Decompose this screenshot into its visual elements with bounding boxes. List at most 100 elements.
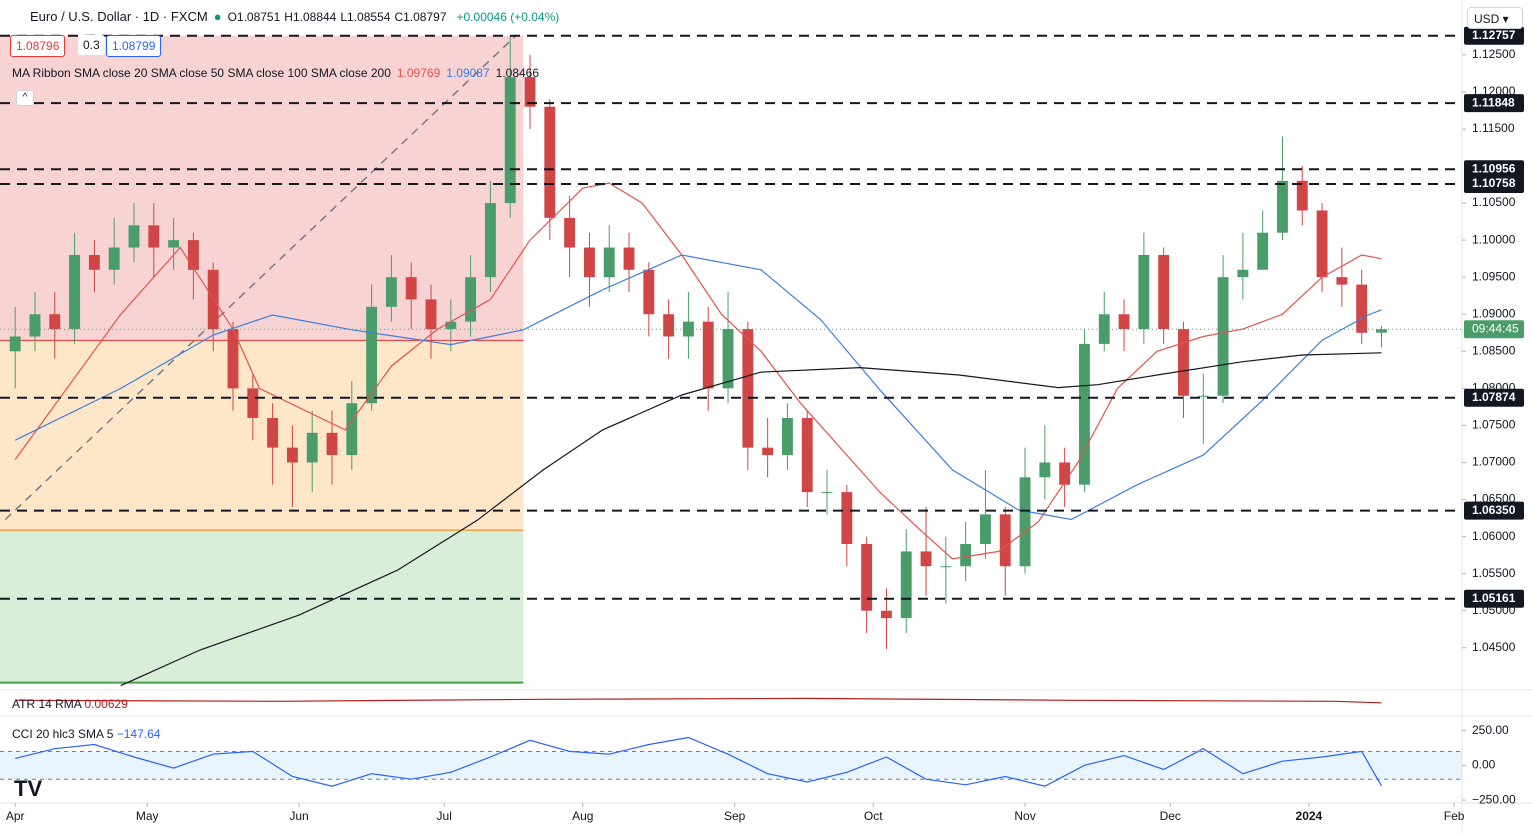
cci-tick-label: 250.00 — [1472, 723, 1509, 737]
quote-key: O — [227, 9, 237, 24]
symbol-header: Euro / U.S. Dollar · 1D · FXCM ● O1.0875… — [30, 9, 559, 24]
sell-price[interactable]: 1.08796 — [10, 35, 66, 57]
candle-body — [108, 247, 120, 270]
candle-body — [9, 336, 21, 352]
level-label: 1.11848 — [1472, 95, 1515, 109]
candle-body — [1158, 254, 1170, 330]
candle-body — [1277, 180, 1288, 233]
candle-body — [544, 106, 556, 218]
candle-body — [465, 277, 477, 322]
x-tick-label: Sep — [724, 809, 746, 823]
candle-body — [742, 329, 754, 448]
countdown: 09:44:45 — [1472, 321, 1519, 335]
x-tick-label: Jun — [289, 809, 308, 823]
level-tag — [1464, 160, 1524, 179]
candle-body — [1237, 269, 1249, 278]
candle-body — [1039, 462, 1051, 478]
fib-zone — [0, 35, 524, 341]
x-tick-label: Oct — [864, 809, 883, 823]
price-axis: 1.125001.120001.115001.105001.100001.095… — [6, 26, 1524, 823]
candle-body — [861, 543, 873, 611]
candle-body — [425, 299, 437, 330]
level-label: 1.10758 — [1472, 176, 1516, 190]
level-tag — [1464, 94, 1524, 113]
indicator-panes: 250.00 0.00 −250.00 — [0, 697, 1516, 806]
candle-body — [1356, 284, 1368, 333]
buy-price[interactable]: 1.08799 — [106, 35, 162, 57]
ma-ribbon-legend: MA Ribbon SMA close 20 SMA close 50 SMA … — [12, 66, 539, 80]
currency-select[interactable]: USD ▾ — [1467, 7, 1523, 29]
candle-body — [603, 247, 615, 278]
candle-body — [504, 77, 516, 204]
level-label: 1.05161 — [1472, 591, 1516, 605]
candle-body — [583, 247, 595, 278]
candle-body — [663, 314, 675, 337]
candle-body — [445, 321, 457, 330]
collapse-button[interactable]: ^ — [16, 90, 34, 106]
quote-key: L — [340, 9, 348, 24]
candle-body — [1217, 277, 1229, 396]
candle-body — [841, 492, 853, 544]
level-tag — [1464, 388, 1524, 407]
candle-body — [960, 543, 972, 567]
candle-body — [1197, 395, 1209, 397]
cci-label: CCI 20 hlc3 SMA 5 — [12, 727, 114, 741]
candle-body — [69, 254, 81, 330]
countdown-tag — [1464, 320, 1524, 339]
y-tick-label: 1.10500 — [1472, 195, 1516, 209]
y-tick-label: 1.09000 — [1472, 306, 1516, 320]
quote-value: 1.08751 — [236, 9, 281, 24]
x-tick-label: Nov — [1014, 809, 1035, 823]
candle-body — [1059, 462, 1071, 485]
quote-value: 1.08797 — [403, 9, 447, 24]
candle-body — [900, 551, 912, 619]
atr-value: 0.00629 — [84, 697, 128, 711]
atr-legend: ATR 14 RMA 0.00629 — [12, 697, 128, 711]
x-tick-label: 2024 — [1296, 809, 1323, 823]
moving-average — [14, 254, 1382, 521]
candle-body — [484, 203, 496, 278]
candle-body — [306, 432, 318, 463]
quote-key: C — [394, 9, 404, 24]
level-tag — [1464, 501, 1524, 520]
candle-body — [920, 551, 932, 567]
candle-body — [781, 418, 793, 456]
candle-body — [762, 447, 774, 456]
tradingview-logo[interactable]: TV — [14, 776, 43, 801]
level-tag — [1464, 174, 1524, 193]
cci-legend: CCI 20 hlc3 SMA 5 −147.64 — [12, 727, 160, 741]
y-tick-label: 1.06000 — [1472, 529, 1516, 543]
atr-line — [15, 697, 1382, 704]
x-tick-label: Feb — [1444, 809, 1465, 823]
candle-body — [1336, 277, 1348, 285]
symbol[interactable]: Euro / U.S. Dollar · 1D · FXCM — [30, 9, 208, 24]
candle-body — [1138, 254, 1150, 330]
cci-value: −147.64 — [116, 727, 161, 741]
atr-label: ATR 14 RMA — [12, 697, 82, 711]
change: +0.00046 (+0.04%) — [456, 9, 560, 24]
candle-body — [880, 610, 892, 619]
candle-body — [1296, 180, 1308, 211]
currency: USD — [1474, 12, 1500, 26]
y-tick-label: 1.07000 — [1472, 455, 1516, 469]
y-tick-label: 1.12500 — [1472, 47, 1516, 61]
level-label: 1.10956 — [1472, 161, 1516, 175]
candle-body — [623, 247, 635, 270]
candle-body — [1118, 314, 1130, 330]
status-dot: ● — [213, 9, 222, 24]
candle-body — [49, 314, 61, 330]
candle-body — [801, 418, 813, 493]
candle-body — [1257, 232, 1269, 270]
x-tick-label: Dec — [1160, 809, 1181, 823]
candle-body — [187, 240, 199, 270]
x-tick-label: May — [136, 809, 159, 823]
candle-body — [326, 432, 338, 456]
fib-zone — [0, 530, 524, 683]
candle-body — [980, 514, 991, 544]
candle-body — [1079, 343, 1090, 485]
candle-body — [29, 314, 41, 337]
y-tick-label: 1.10000 — [1472, 232, 1516, 246]
y-tick-label: 1.08500 — [1472, 343, 1516, 357]
